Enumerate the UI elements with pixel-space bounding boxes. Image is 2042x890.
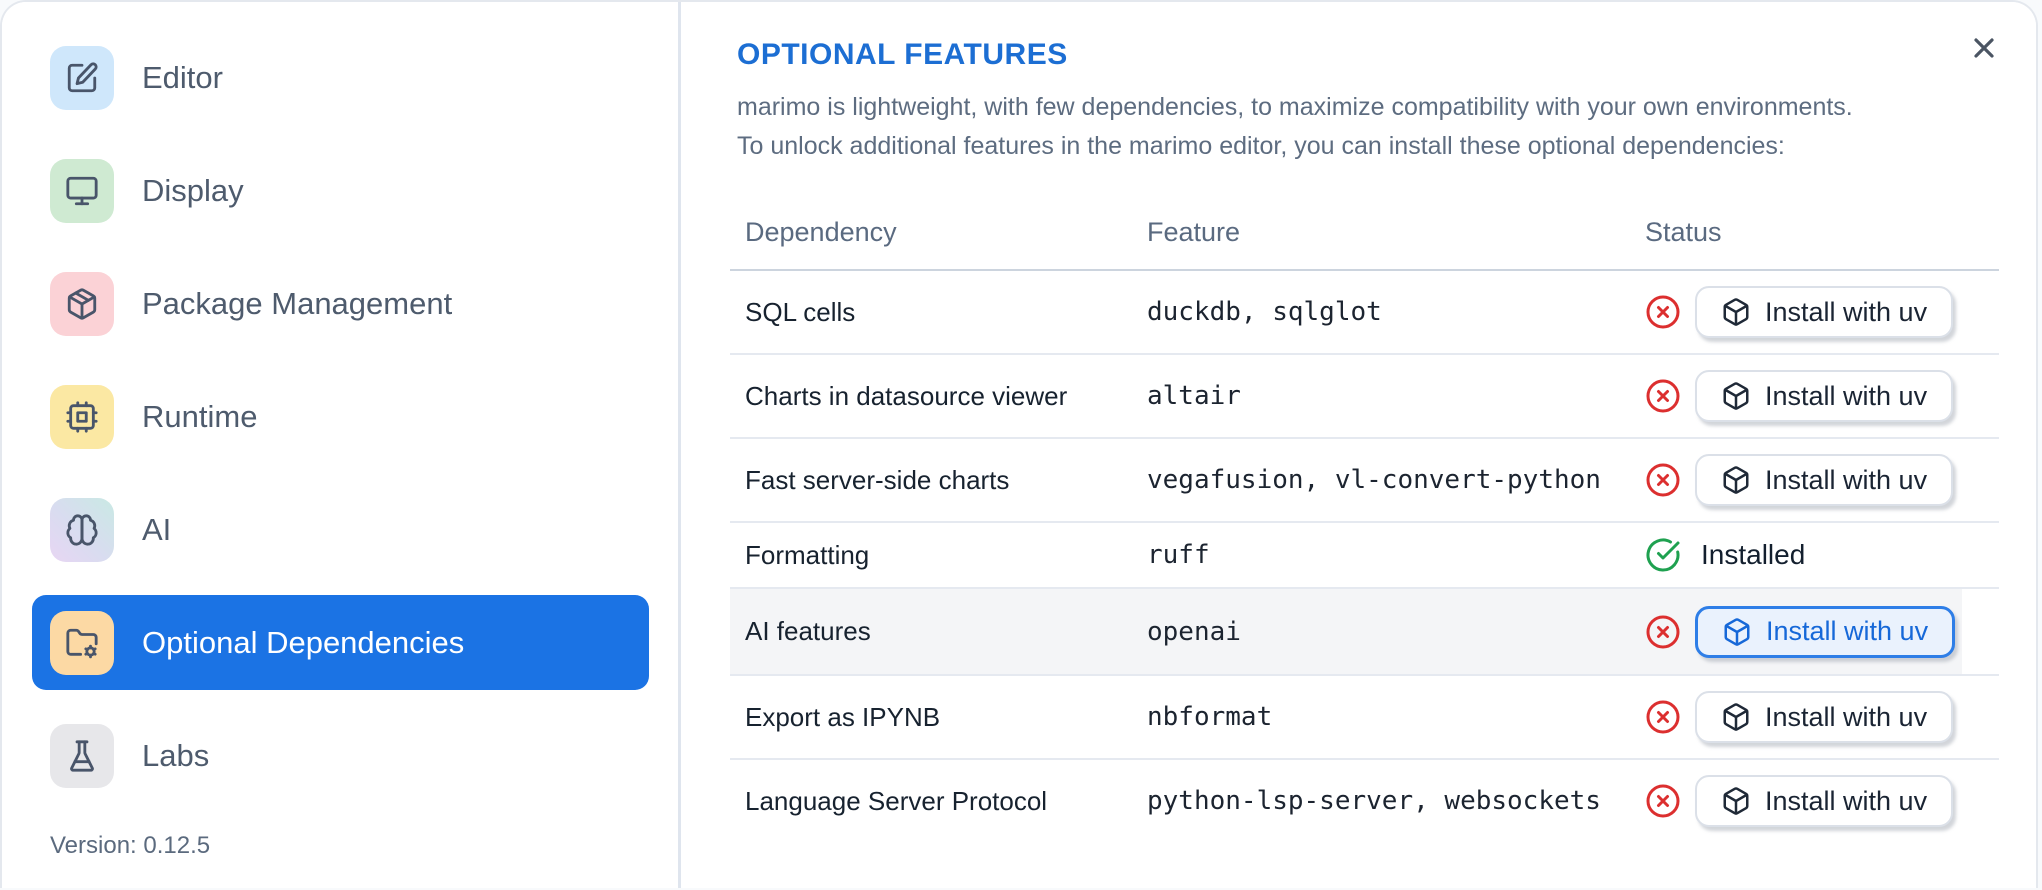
sidebar-item-label: Optional Dependencies xyxy=(142,624,465,660)
install-with-uv-button[interactable]: Install with uv xyxy=(1695,286,1954,338)
feature-packages: python-lsp-server, websockets xyxy=(1147,786,1601,816)
table-row: Language Server Protocol python-lsp-serv… xyxy=(730,760,1999,842)
feature-packages: nbformat xyxy=(1147,702,1273,732)
sidebar-item-package-management[interactable]: Package Management xyxy=(32,256,649,351)
install-with-uv-button[interactable]: Install with uv xyxy=(1695,370,1954,422)
description: marimo is lightweight, with few dependen… xyxy=(737,88,2036,166)
folder-cog-icon xyxy=(50,610,114,675)
not-installed-icon xyxy=(1645,462,1681,498)
brain-icon xyxy=(50,497,114,562)
feature-packages: vegafusion, vl-convert-python xyxy=(1147,465,1601,495)
installed-check-icon xyxy=(1645,537,1681,573)
table-row: SQL cells duckdb, sqlglot Install with u… xyxy=(730,271,1999,355)
sidebar-item-label: Runtime xyxy=(142,398,258,434)
status-cell: Install with uv xyxy=(1645,286,1999,338)
table-row: AI features openai Install with uv xyxy=(730,589,1999,676)
sidebar-item-label: Package Management xyxy=(142,285,453,321)
flask-icon xyxy=(50,723,114,788)
package-icon xyxy=(50,271,114,336)
dependency-name: SQL cells xyxy=(745,296,856,327)
dependency-name: Language Server Protocol xyxy=(745,785,1048,816)
not-installed-icon xyxy=(1645,699,1681,735)
feature-packages: ruff xyxy=(1147,540,1210,570)
dependency-name: Export as IPYNB xyxy=(745,701,941,732)
page-title: OPTIONAL FEATURES xyxy=(737,38,1068,71)
column-header-status: Status xyxy=(1645,217,1722,247)
install-with-uv-button[interactable]: Install with uv xyxy=(1695,454,1954,506)
not-installed-icon xyxy=(1645,294,1681,330)
description-line: marimo is lightweight, with few dependen… xyxy=(737,93,1853,121)
sidebar-item-optional-dependencies[interactable]: Optional Dependencies xyxy=(32,595,649,690)
install-button-label: Install with uv xyxy=(1765,464,1928,495)
monitor-icon xyxy=(50,158,114,223)
install-with-uv-button[interactable]: Install with uv xyxy=(1695,605,1956,658)
install-with-uv-button[interactable]: Install with uv xyxy=(1695,775,1954,827)
dependencies-table: Dependency Feature Status SQL cells duck… xyxy=(730,196,1999,842)
status-cell: Installed xyxy=(1645,537,1999,573)
sidebar-item-ai[interactable]: AI xyxy=(32,482,649,577)
sidebar-item-display[interactable]: Display xyxy=(32,143,649,238)
column-header-dependency: Dependency xyxy=(745,217,897,247)
table-row: Fast server-side charts vegafusion, vl-c… xyxy=(730,439,1999,523)
dependency-name: Formatting xyxy=(745,539,870,570)
box-icon xyxy=(1722,617,1752,647)
dependency-name: Charts in datasource viewer xyxy=(745,380,1068,411)
square-pen-icon xyxy=(50,45,114,110)
install-button-label: Install with uv xyxy=(1766,616,1929,646)
description-line: To unlock additional features in the mar… xyxy=(737,132,1785,160)
main-panel: OPTIONAL FEATURES marimo is lightweight,… xyxy=(684,2,2036,888)
install-button-label: Install with uv xyxy=(1765,296,1928,327)
sidebar-item-label: Editor xyxy=(142,59,223,95)
column-header-feature: Feature xyxy=(1147,217,1241,247)
sidebar-item-editor[interactable]: Editor xyxy=(32,30,649,125)
dependency-name: Fast server-side charts xyxy=(745,464,1010,495)
feature-packages: openai xyxy=(1147,616,1241,647)
sidebar-item-label: Display xyxy=(142,172,244,208)
status-cell: Install with uv xyxy=(1645,691,1999,743)
box-icon xyxy=(1721,381,1751,411)
not-installed-icon xyxy=(1645,783,1681,819)
not-installed-icon xyxy=(1645,614,1681,650)
install-button-label: Install with uv xyxy=(1765,701,1928,732)
table-row: Formatting ruff Installed xyxy=(730,523,1999,589)
install-button-label: Install with uv xyxy=(1765,380,1928,411)
installed-label: Installed xyxy=(1701,539,1806,570)
table-row: Charts in datasource viewer altair Insta… xyxy=(730,355,1999,439)
sidebar: Editor Display Package Management Runtim… xyxy=(2,2,681,888)
status-cell: Install with uv xyxy=(1645,454,1999,506)
box-icon xyxy=(1721,465,1751,495)
feature-packages: duckdb, sqlglot xyxy=(1147,297,1382,327)
close-button[interactable] xyxy=(1962,26,2006,70)
install-button-label: Install with uv xyxy=(1765,785,1928,816)
table-header: Dependency Feature Status xyxy=(730,196,1999,271)
status-cell: Install with uv xyxy=(1645,605,1999,658)
box-icon xyxy=(1721,702,1751,732)
box-icon xyxy=(1721,297,1751,327)
box-icon xyxy=(1721,786,1751,816)
dependency-name: AI features xyxy=(745,616,871,646)
close-icon xyxy=(1974,38,1994,58)
sidebar-item-label: AI xyxy=(142,511,172,547)
sidebar-item-labs[interactable]: Labs xyxy=(32,708,649,803)
feature-packages: altair xyxy=(1147,381,1241,411)
not-installed-icon xyxy=(1645,378,1681,414)
cpu-icon xyxy=(50,384,114,449)
table-row: Export as IPYNB nbformat Install with uv xyxy=(730,676,1999,760)
install-with-uv-button[interactable]: Install with uv xyxy=(1695,691,1954,743)
version-label: Version: 0.12.5 xyxy=(50,832,211,859)
status-cell: Install with uv xyxy=(1645,775,1999,827)
status-cell: Install with uv xyxy=(1645,370,1999,422)
sidebar-item-runtime[interactable]: Runtime xyxy=(32,369,649,464)
sidebar-item-label: Labs xyxy=(142,737,210,773)
